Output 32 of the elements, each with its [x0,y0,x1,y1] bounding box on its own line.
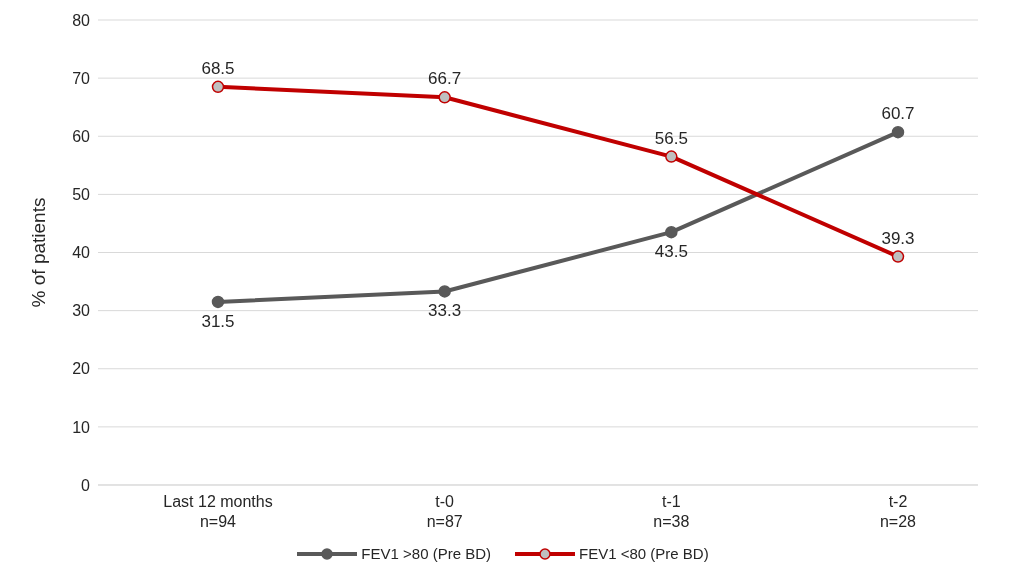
y-tick-label: 60 [72,127,91,145]
point [665,150,678,163]
data-label: 43.5 [654,242,688,262]
y-tick-label: 20 [72,360,91,378]
y-axis-title: % of patients [27,197,49,308]
point [438,91,451,104]
point [891,250,905,263]
y-tick-label: 50 [72,186,91,204]
data-label: 31.5 [201,311,235,331]
point [891,125,905,139]
point [211,295,225,309]
data-label: 66.7 [428,69,462,89]
y-tick-label: 10 [72,418,91,436]
y-tick-label: 80 [72,11,91,29]
point [665,225,678,239]
y-tick-label: 40 [72,244,91,262]
data-label: 68.5 [201,58,235,78]
point [438,285,451,298]
data-label: 39.3 [881,228,915,248]
y-tick-label: 70 [72,69,91,87]
data-label: 56.5 [654,128,688,148]
y-tick-label: 30 [72,302,91,320]
legend-label: FEV1 >80 (Pre BD) [360,545,491,562]
data-label: 60.7 [881,104,915,124]
x-tick-label: t-0 n=87 [426,493,463,530]
x-tick-label: t-1 n=38 [653,493,690,530]
legend-label: FEV1 <80 (Pre BD) [578,545,709,562]
x-tick-label: t-2 n=28 [879,493,917,530]
data-label: 33.3 [428,301,462,321]
x-tick-label: Last 12 months n=94 [163,493,273,530]
y-tick-label: 0 [81,476,91,494]
point [211,80,225,94]
